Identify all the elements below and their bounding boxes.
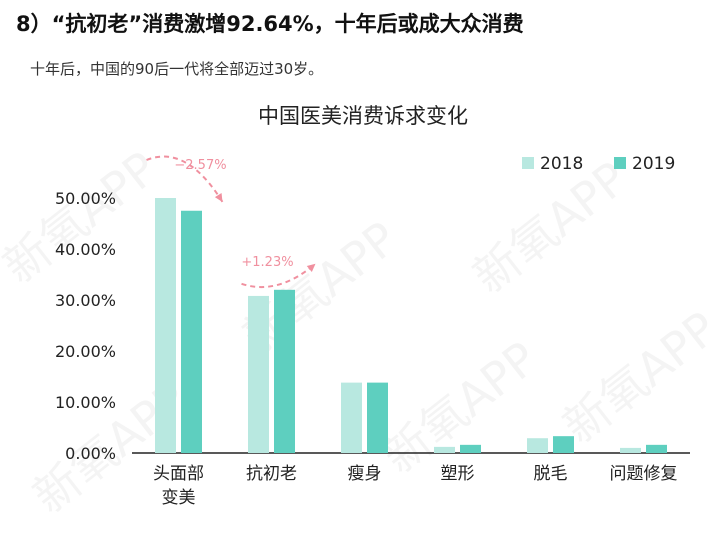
bar-2019 <box>460 444 481 453</box>
y-tick-label: 10.00% <box>55 393 116 412</box>
legend-swatch <box>614 157 626 169</box>
bar-2019 <box>553 436 574 453</box>
change-arrow <box>146 155 224 203</box>
y-tick-label: 40.00% <box>55 240 116 259</box>
bar-2018 <box>620 447 641 453</box>
x-tick-label: 抗初老 <box>246 464 297 484</box>
x-tick-label: 变美 <box>162 488 196 508</box>
bar-2019 <box>646 444 667 453</box>
bar-2018 <box>341 382 362 453</box>
legend-swatch <box>522 157 534 169</box>
legend-label: 2018 <box>540 154 583 174</box>
y-tick-label: 30.00% <box>55 291 116 310</box>
x-tick-label: 问题修复 <box>610 464 678 484</box>
bar-2019 <box>181 210 202 453</box>
chart-container: 新氧APP 新氧APP 新氧APP 新氧APP 新氧APP 新氧APP 中国医美消费诉求变… <box>0 90 726 531</box>
change-label: −2.57% <box>174 158 226 173</box>
watermark: 新氧APP <box>373 331 547 484</box>
change-label: +1.23% <box>241 255 293 270</box>
x-tick-label: 头面部 <box>153 464 204 484</box>
bar-2019 <box>367 382 388 453</box>
bar-2018 <box>248 295 269 453</box>
x-tick-label: 脱毛 <box>534 464 568 484</box>
y-tick-label: 0.00% <box>65 444 116 463</box>
bar-2018 <box>155 198 176 453</box>
bar-2018 <box>527 438 548 453</box>
page-subtitle: 十年后，中国的90后一代将全部迈过30岁。 <box>30 60 324 78</box>
y-tick-label: 20.00% <box>55 342 116 361</box>
chart-title: 中国医美消费诉求变化 <box>258 104 468 128</box>
bar-2019 <box>274 289 295 453</box>
change-arrow-head <box>214 193 223 202</box>
page-title: 8）“抗初老”消费激增92.64%，十年后或成大众消费 <box>16 12 524 36</box>
change-arrow-head <box>306 263 316 273</box>
x-tick-label: 瘦身 <box>348 464 382 484</box>
y-tick-label: 50.00% <box>55 189 116 208</box>
x-tick-label: 塑形 <box>441 464 475 484</box>
watermark: 新氧APP <box>0 141 167 294</box>
watermark: 新氧APP <box>553 301 726 454</box>
legend-label: 2019 <box>632 154 675 174</box>
bar-2018 <box>434 446 455 453</box>
change-arrow <box>241 263 317 289</box>
